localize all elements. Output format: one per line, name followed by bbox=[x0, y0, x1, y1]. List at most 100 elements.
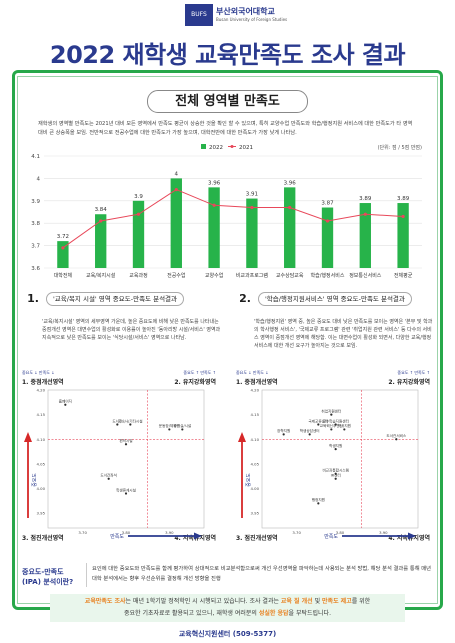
x-tick-label: 전체평균 bbox=[394, 272, 413, 279]
logo-mark: BUFS bbox=[185, 4, 213, 26]
scatter-point bbox=[64, 403, 67, 406]
point-2021 bbox=[61, 246, 65, 250]
scatter-point bbox=[334, 448, 337, 451]
point-2021 bbox=[212, 203, 216, 207]
scatter-point bbox=[308, 433, 311, 436]
scatter-point-label: 취업지원센터 bbox=[321, 408, 341, 413]
scatter-point-label: 국제교류센터 bbox=[308, 418, 328, 423]
bar-2022 bbox=[359, 203, 371, 268]
bar-data-label: 3.89 bbox=[359, 196, 372, 202]
x-tick-label: 전공수업 bbox=[167, 272, 185, 279]
bar-2022 bbox=[95, 214, 107, 268]
footer-band bbox=[50, 594, 405, 622]
quadrant-label-3: 3. 점진개선영역 bbox=[236, 534, 278, 542]
contact-info: 교육혁신지원센터 (509-5377) bbox=[178, 630, 277, 638]
importance-low-note: 중요도 ↓ 만족도 ↓ bbox=[22, 369, 55, 375]
plot-area bbox=[47, 389, 205, 529]
y-tick-label: 4.10 bbox=[251, 437, 260, 442]
importance-low-note: 중요도 ↓ 만족도 ↓ bbox=[236, 369, 269, 375]
scatter-point bbox=[116, 423, 119, 426]
line-2021 bbox=[62, 189, 404, 249]
legend-marker-2021 bbox=[230, 145, 234, 148]
footer-text-a: 는 매년 1학기말 정적학인 시 시행되고 있습니다. 조사 결과는 bbox=[125, 598, 281, 605]
bar-data-label: 3.72 bbox=[57, 234, 69, 240]
scatter-point-label: 홈페이지 bbox=[59, 399, 72, 404]
university-logo: BUFS 부산외국어대학교 Busan University of Foreig… bbox=[185, 4, 287, 26]
scatter-point bbox=[395, 438, 398, 441]
y-axis-title: 중요도 bbox=[32, 473, 38, 487]
scatter-point bbox=[124, 443, 128, 446]
point-2021 bbox=[325, 219, 330, 223]
scatter-point bbox=[343, 428, 346, 431]
quadrant-label-1: 1. 중점개선영역 bbox=[236, 378, 278, 386]
importance-high-note: 중요도 ↑ 만족도 ↑ bbox=[397, 369, 430, 375]
y-axis-arrowhead bbox=[24, 432, 32, 442]
ipa-divider bbox=[86, 563, 87, 587]
y-axis-title: 중요도 bbox=[246, 473, 252, 487]
sub2-title: '학습/행정지원서비스' 영역 중요도-만족도 분석결과 bbox=[258, 292, 412, 306]
university-name: 부산외국어대학교 bbox=[216, 7, 275, 16]
ipa-chart-services: 중요도 ↓ 만족도 ↓ 중요도 ↑ 만족도 ↑ 1. 중점개선영역 2. 유지강화영역… bbox=[232, 368, 434, 546]
x-tick-label: 정보통신서비스 bbox=[349, 272, 382, 279]
footer-hl-satisfaction: 만족도 제고 bbox=[322, 598, 352, 605]
y-tick-label: 4 bbox=[37, 176, 41, 182]
point-2021 bbox=[401, 214, 405, 219]
section-intro: 재학생의 영역별 만족도는 2021년 대비 모든 영역에서 만족도 평균이 상… bbox=[38, 121, 413, 136]
x-tick-label: 3.70 bbox=[78, 530, 87, 535]
scatter-point bbox=[107, 477, 110, 480]
scatter-point bbox=[330, 413, 333, 416]
scatter-point-label: 행정지원 bbox=[312, 497, 325, 502]
y-tick-label: 4.05 bbox=[37, 461, 46, 466]
y-tick-label: 4.20 bbox=[37, 388, 46, 393]
scatter-point-label: 장학지원 bbox=[277, 428, 290, 433]
legend-label-2021: 2021 bbox=[239, 145, 253, 151]
quadrant-label-1: 1. 중점개선영역 bbox=[22, 378, 64, 386]
bar-data-label: 3.87 bbox=[321, 201, 334, 207]
y-tick-label: 4.20 bbox=[251, 388, 260, 393]
legend-label-2022: 2022 bbox=[209, 145, 223, 151]
x-tick-label: 3.90 bbox=[165, 530, 174, 535]
x-axis-arrowhead bbox=[194, 532, 202, 540]
y-tick-label: 3.7 bbox=[31, 244, 40, 250]
bar-data-label: 3.84 bbox=[95, 207, 108, 213]
scatter-point-label: 기숙사/기타시설 bbox=[118, 418, 142, 423]
x-tick-label: 비교과프로그램 bbox=[236, 272, 269, 279]
footer-text-d: 을 부탁드립니다. bbox=[288, 610, 331, 617]
y-tick-label: 4.00 bbox=[251, 486, 260, 491]
scatter-point-label: 도서관서비스 bbox=[386, 433, 407, 438]
y-tick-label: 4.10 bbox=[37, 437, 46, 442]
footer-line-2: 중요한 기초자료로 활용되고 있으니, 재학생 여러분의 성실한 응답을 부탁드… bbox=[55, 608, 400, 620]
bar-2022 bbox=[170, 178, 182, 268]
quadrant-label-3: 3. 점진개선영역 bbox=[22, 534, 64, 542]
bar-data-label: 3.9 bbox=[134, 194, 143, 200]
bar-data-label: 3.91 bbox=[246, 192, 258, 198]
y-tick-label: 4.1 bbox=[31, 154, 40, 160]
university-name-en: Busan University of Foreign Studies bbox=[216, 17, 288, 22]
ipa-label: 중요도-만족도(IPA) 분석이란? bbox=[22, 568, 74, 586]
bar-2022 bbox=[284, 187, 296, 268]
bar-2022 bbox=[397, 203, 409, 268]
x-tick-label: 3.90 bbox=[379, 530, 388, 535]
bar-data-label: 3.96 bbox=[284, 180, 297, 186]
quadrant-label-2: 2. 유지강화영역 bbox=[174, 378, 216, 386]
scatter-point bbox=[129, 423, 132, 426]
footer-hl-response: 성실한 응답 bbox=[258, 610, 289, 617]
scatter-point bbox=[334, 477, 337, 480]
y-tick-label: 3.9 bbox=[31, 199, 40, 205]
scatter-point-label: 학생휴게시설 bbox=[116, 487, 136, 492]
x-tick-label: 교수상담교육 bbox=[276, 272, 304, 279]
scatter-point bbox=[334, 423, 337, 426]
scatter-point-label: 학사지원 bbox=[338, 423, 351, 428]
x-axis-arrowhead bbox=[408, 532, 416, 540]
bar-2022 bbox=[321, 207, 334, 268]
footer-hl-quality: 교육 질 개선 bbox=[280, 598, 313, 605]
x-tick-label: 3.70 bbox=[292, 530, 301, 535]
bar-2022 bbox=[132, 200, 145, 268]
footer-text-and: 및 bbox=[312, 598, 323, 605]
point-2021 bbox=[288, 205, 292, 210]
x-axis-title: 만족도 bbox=[110, 533, 124, 540]
importance-high-note: 중요도 ↑ 만족도 ↑ bbox=[183, 369, 216, 375]
scatter-point-label: 학생지원 bbox=[329, 443, 342, 448]
x-tick-label: 3.80 bbox=[336, 530, 345, 535]
scatter-point-label: 학생상담센터 bbox=[300, 428, 320, 433]
